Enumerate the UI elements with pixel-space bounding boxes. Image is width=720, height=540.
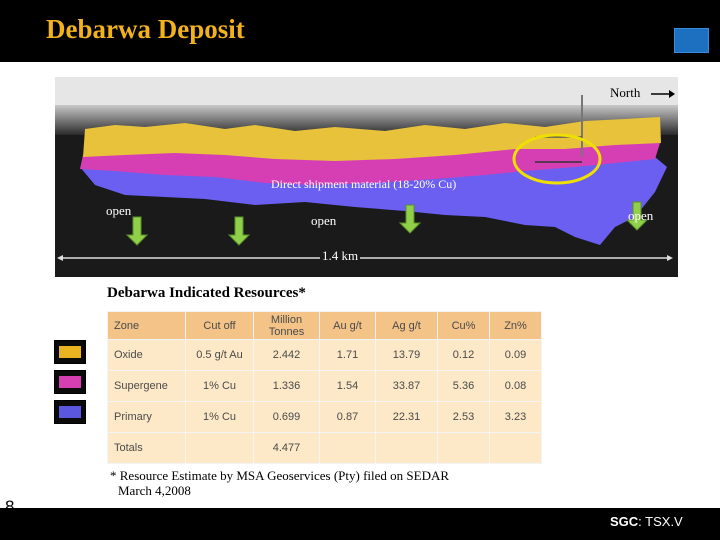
column-header: Ag g/t: [375, 311, 438, 340]
table-cell: 1% Cu: [185, 401, 254, 433]
table-cell: 0.699: [253, 401, 320, 433]
slide-title: Debarwa Deposit: [46, 14, 245, 44]
oxide-zone: [83, 117, 661, 161]
table-row: Primary 1% Cu 0.699 0.87 22.31 2.53 3.23: [107, 401, 542, 433]
table-cell: 1% Cu: [185, 370, 254, 402]
table-row: Oxide 0.5 g/t Au 2.442 1.71 13.79 0.12 0…: [107, 339, 542, 371]
column-header: Zn%: [489, 311, 542, 340]
table-cell: Totals: [107, 432, 186, 464]
footer-bar: [0, 508, 720, 540]
table-cell: [437, 432, 490, 464]
legend-color-oxide: [59, 346, 81, 358]
open-label-center: open: [311, 213, 337, 228]
table-cell: Supergene: [107, 370, 186, 402]
table-header-row: Zone Cut off Million Tonnes Au g/t Ag g/…: [107, 311, 542, 340]
footnote-line-1: * Resource Estimate by MSA Geoservices (…: [110, 468, 450, 483]
table-cell: 3.23: [489, 401, 542, 433]
table-cell: [489, 432, 542, 464]
table-cell: Oxide: [107, 339, 186, 371]
table-cell: 2.442: [253, 339, 320, 371]
logo-square: [674, 28, 709, 53]
footnote-line-2: March 4,2008: [118, 483, 191, 498]
table-row-totals: Totals 4.477: [107, 432, 542, 464]
column-header: Cut off: [185, 311, 254, 340]
page-number: 8: [5, 497, 15, 516]
cross-section-image: North Direct shipment material (18-20% C…: [55, 77, 678, 277]
header-bar: Debarwa Deposit: [0, 0, 720, 62]
footnote: * Resource Estimate by MSA Geoservices (…: [110, 468, 530, 498]
resources-table: Zone Cut off Million Tonnes Au g/t Ag g/…: [107, 311, 542, 464]
north-label: North: [610, 85, 641, 100]
table-cell: 0.87: [319, 401, 376, 433]
table-row: Supergene 1% Cu 1.336 1.54 33.87 5.36 0.…: [107, 370, 542, 402]
scale-label: 1.4 km: [320, 248, 361, 264]
table-cell: 4.477: [253, 432, 320, 464]
open-label-right: open: [628, 208, 654, 223]
legend-swatch-primary: [54, 400, 86, 424]
table-cell: 0.12: [437, 339, 490, 371]
table-cell: 13.79: [375, 339, 438, 371]
table-cell: [185, 432, 254, 464]
table-cell: 0.09: [489, 339, 542, 371]
ticker-exchange: : TSX.V: [638, 514, 683, 529]
table-cell: 1.336: [253, 370, 320, 402]
resources-title: Debarwa Indicated Resources*: [107, 285, 306, 301]
table-cell: 22.31: [375, 401, 438, 433]
table-cell: 0.5 g/t Au: [185, 339, 254, 371]
ticker-label: SGC: TSX.V: [610, 514, 683, 529]
ticker-symbol: SGC: [610, 514, 639, 529]
table-cell: 1.71: [319, 339, 376, 371]
table-cell: [375, 432, 438, 464]
primary-zone: [80, 157, 667, 245]
column-header: Au g/t: [319, 311, 376, 340]
table-cell: 33.87: [375, 370, 438, 402]
legend-swatch-oxide: [54, 340, 86, 364]
open-label-left: open: [106, 203, 132, 218]
direct-shipment-label: Direct shipment material (18-20% Cu): [271, 177, 457, 191]
legend-color-primary: [59, 406, 81, 418]
table-cell: 0.08: [489, 370, 542, 402]
column-header: Cu%: [437, 311, 490, 340]
table-cell: Primary: [107, 401, 186, 433]
table-cell: 2.53: [437, 401, 490, 433]
legend-color-supergene: [59, 376, 81, 388]
legend-swatch-supergene: [54, 370, 86, 394]
cross-section-graphic: [55, 77, 678, 261]
table-cell: [319, 432, 376, 464]
column-header: Zone: [107, 311, 186, 340]
table-cell: 1.54: [319, 370, 376, 402]
column-header: Million Tonnes: [253, 311, 320, 340]
table-cell: 5.36: [437, 370, 490, 402]
